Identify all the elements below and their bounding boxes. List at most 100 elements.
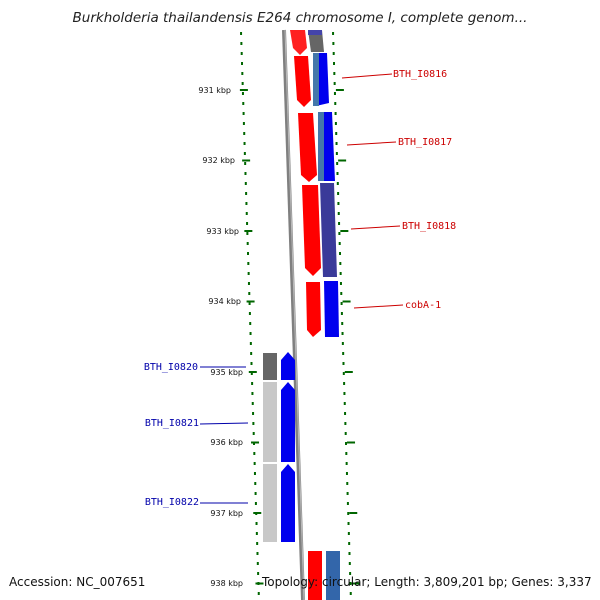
tick-label-931: 931 kbp (198, 86, 231, 95)
ruler-dot (345, 452, 348, 455)
ruler-dot (333, 92, 336, 95)
ruler-dot (335, 152, 338, 155)
gene-label-BTH_I0817[interactable]: BTH_I0817 (398, 137, 452, 148)
ruler-dot (338, 242, 341, 245)
ruler-dot (342, 372, 345, 375)
ruler-dot (247, 272, 250, 275)
ruler-dot (342, 352, 345, 355)
ruler-dot (245, 192, 248, 195)
ruler-dot (243, 142, 246, 145)
tick-label-935: 935 kbp (210, 368, 243, 377)
map-title: Burkholderia thailandensis E264 chromoso… (72, 10, 528, 26)
tick-label-934: 934 kbp (208, 297, 241, 306)
gene-cobA-1-blue[interactable] (324, 281, 339, 337)
gene-BTH_I0816-steel[interactable] (313, 53, 319, 106)
ruler-dot (341, 322, 344, 325)
ruler-dot (246, 242, 249, 245)
ruler-tick-right (342, 300, 351, 303)
ruler-dot (241, 62, 244, 65)
ruler-dot (339, 282, 342, 285)
gene-arrow-top-red[interactable] (290, 30, 307, 55)
gene-BTH_I0822-gray[interactable] (263, 464, 277, 542)
gene-label-BTH_I0821[interactable]: BTH_I0821 (145, 418, 199, 429)
ruler-dot (243, 132, 246, 135)
ruler-dot (332, 52, 335, 55)
ruler-dot (249, 342, 252, 345)
ruler-dot (241, 82, 244, 85)
accession-text: Accession: NC_007651 (9, 575, 146, 589)
tick-label-932: 932 kbp (202, 156, 235, 165)
ruler-tick-left (246, 300, 255, 303)
ruler-dot (344, 422, 347, 425)
gene-BTH_I0818-red[interactable] (302, 185, 321, 276)
ruler-dot (333, 72, 336, 75)
ruler-dot (342, 362, 345, 365)
gene-BTH_I0820-gray[interactable] (263, 353, 277, 380)
ruler-tick-left (248, 371, 257, 373)
gene-BTH_I0817-steel[interactable] (318, 112, 324, 181)
ruler-dot (253, 452, 256, 455)
gene-label-BTH_I0820[interactable]: BTH_I0820 (144, 362, 198, 373)
ruler-dot (345, 442, 348, 445)
ruler-dot (344, 412, 347, 415)
gene-BTH_I0816-red[interactable] (294, 56, 311, 107)
ruler-dot (256, 562, 259, 565)
ruler-dot (333, 62, 336, 65)
gene-arrow-top-gray[interactable] (308, 30, 324, 52)
ruler-dot (340, 292, 343, 295)
ruler-dot (250, 352, 253, 355)
ruler-dot (343, 382, 346, 385)
ruler-dot (335, 142, 338, 145)
ruler-dot (345, 462, 348, 465)
ruler-dot (240, 32, 243, 35)
gene-BTH_I0820-blue[interactable] (281, 352, 295, 380)
ruler-dot (242, 112, 245, 115)
gene-BTH_I0821-blue[interactable] (281, 382, 295, 462)
ruler-dot (335, 132, 338, 135)
ruler-dot (336, 172, 339, 175)
gene-label-BTH_I0816[interactable]: BTH_I0816 (393, 69, 447, 80)
ruler-dot (243, 152, 246, 155)
gene-label-BTH_I0818[interactable]: BTH_I0818 (402, 221, 456, 232)
ruler-tick-left (244, 230, 253, 232)
backbone-line (282, 29, 305, 600)
gene-cobA-1-red[interactable] (306, 282, 321, 337)
gene-BTH_I0817-red[interactable] (298, 113, 317, 182)
backbone-line-inner (284, 29, 305, 600)
tick-label-938: 938 kbp (210, 579, 243, 588)
ruler-dot (348, 552, 351, 555)
ruler-tick-right (351, 582, 360, 585)
ruler-dot (334, 112, 337, 115)
ruler-dot (337, 192, 340, 195)
ruler-dot (343, 392, 346, 395)
gene-bottom-blue[interactable] (326, 551, 340, 600)
ruler-dot (339, 262, 342, 265)
ruler-dot (244, 182, 247, 185)
ruler-dot (334, 102, 337, 105)
gene-label-BTH_I0822[interactable]: BTH_I0822 (145, 497, 199, 508)
ruler-dot (246, 222, 249, 225)
ruler-dot (245, 212, 248, 215)
gene-label-cobA-1[interactable]: cobA-1 (405, 300, 441, 311)
ruler-dot (337, 202, 340, 205)
ruler-dot (253, 472, 256, 475)
ruler-dot (332, 42, 335, 45)
ruler-dot (247, 262, 250, 265)
ruler-tick-right (349, 512, 358, 514)
gene-BTH_I0818-slate[interactable] (320, 183, 337, 277)
gene-BTH_I0821-gray[interactable] (263, 382, 277, 462)
ruler-tick-left (253, 512, 262, 514)
gene-arrow-top-slate[interactable] (308, 30, 322, 35)
ruler-dot (349, 572, 352, 575)
ruler-dot (252, 422, 255, 425)
ruler-dot (250, 372, 253, 375)
ruler-tick-right (338, 159, 347, 162)
gene-features[interactable] (263, 30, 340, 600)
ruler-tick-left (242, 159, 251, 162)
gene-bottom-red[interactable] (308, 551, 322, 600)
ruler-dot (248, 312, 251, 315)
ruler-dot (255, 532, 258, 535)
ruler-tick-left (251, 441, 260, 444)
gene-BTH_I0822-blue[interactable] (281, 464, 295, 542)
